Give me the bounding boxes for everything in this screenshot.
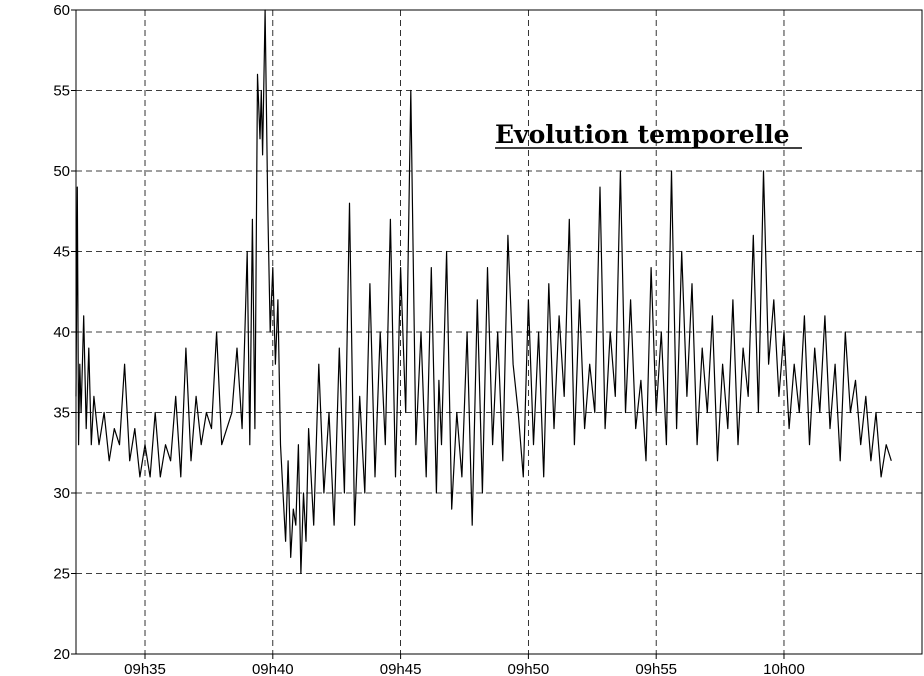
y-tick-label: 50 (53, 163, 70, 180)
y-tick-label: 30 (53, 485, 70, 502)
x-axis-ticks: 09h35 09h40 09h45 09h50 09h55 10h00 (124, 654, 805, 676)
y-axis-ticks: 20 25 30 35 40 45 50 55 60 (53, 2, 76, 663)
x-tick-label: 09h45 (380, 661, 422, 676)
y-tick-label: 20 (53, 646, 70, 663)
x-tick-label: 09h55 (635, 661, 677, 676)
chart-title: Evolution temporelle (495, 120, 790, 149)
series-line (75, 9, 892, 575)
y-tick-label: 25 (53, 566, 70, 583)
y-tick-label: 55 (53, 83, 70, 100)
y-tick-label: 60 (53, 2, 70, 19)
y-tick-label: 35 (53, 405, 70, 422)
x-tick-label: 10h00 (763, 661, 805, 676)
x-tick-label: 09h40 (252, 661, 294, 676)
y-tick-label: 45 (53, 244, 70, 261)
x-tick-label: 09h50 (508, 661, 550, 676)
y-tick-label: 40 (53, 324, 70, 341)
x-tick-label: 09h35 (124, 661, 166, 676)
